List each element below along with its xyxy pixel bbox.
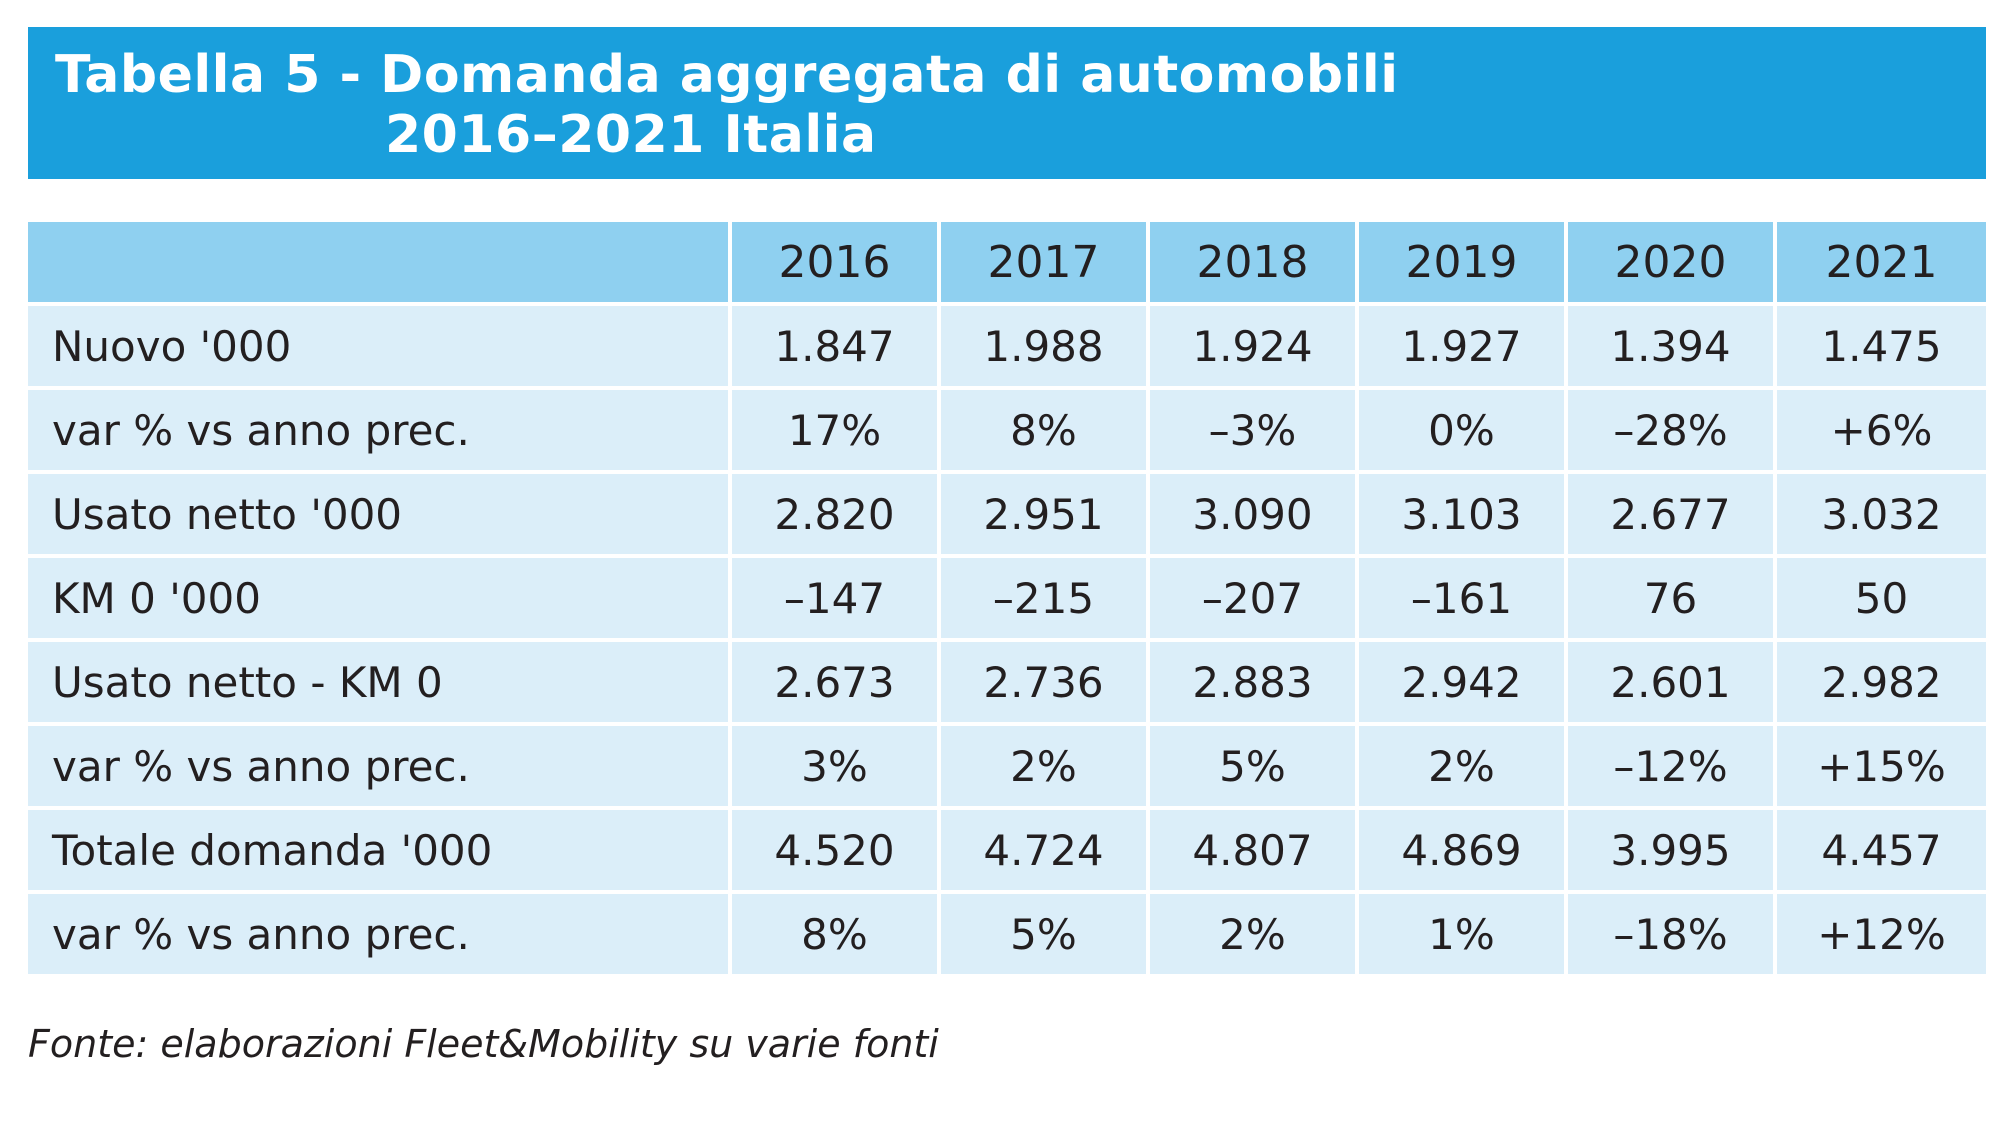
table-cell: 3% bbox=[732, 726, 941, 810]
table-cell: 4.807 bbox=[1150, 810, 1359, 894]
table-cell: +15% bbox=[1777, 726, 1986, 810]
table-cell: –161 bbox=[1359, 558, 1568, 642]
table-title-line-2: 2016–2021 Italia bbox=[385, 105, 877, 165]
source-note: Fonte: elaborazioni Fleet&Mobility su va… bbox=[28, 1022, 939, 1066]
row-label: var % vs anno prec. bbox=[28, 390, 732, 474]
table-cell: 50 bbox=[1777, 558, 1986, 642]
table-cell: 2.951 bbox=[941, 474, 1150, 558]
table-cell: –28% bbox=[1568, 390, 1777, 474]
year-header-2019: 2019 bbox=[1359, 222, 1568, 306]
table-cell: 1.394 bbox=[1568, 306, 1777, 390]
table-cell: 0% bbox=[1359, 390, 1568, 474]
table-cell: 2.736 bbox=[941, 642, 1150, 726]
table-cell: 2.677 bbox=[1568, 474, 1777, 558]
table-cell: 4.457 bbox=[1777, 810, 1986, 894]
table-cell: 2.601 bbox=[1568, 642, 1777, 726]
header-row: 2016 2017 2018 2019 2020 2021 bbox=[28, 222, 1986, 306]
table-cell: 1.924 bbox=[1150, 306, 1359, 390]
table-cell: 76 bbox=[1568, 558, 1777, 642]
year-header-2021: 2021 bbox=[1777, 222, 1986, 306]
table-cell: 2% bbox=[1150, 894, 1359, 978]
row-label: KM 0 '000 bbox=[28, 558, 732, 642]
year-header-2016: 2016 bbox=[732, 222, 941, 306]
table-cell: 2% bbox=[1359, 726, 1568, 810]
row-label: Usato netto '000 bbox=[28, 474, 732, 558]
demand-table: 2016 2017 2018 2019 2020 2021 Nuovo '000… bbox=[28, 222, 1986, 978]
table-cell: 3.103 bbox=[1359, 474, 1568, 558]
table-cell: 2.942 bbox=[1359, 642, 1568, 726]
table-row-usato-netto: Usato netto '000 2.820 2.951 3.090 3.103… bbox=[28, 474, 1986, 558]
table-cell: –215 bbox=[941, 558, 1150, 642]
table-cell: 1.927 bbox=[1359, 306, 1568, 390]
table-cell: 4.869 bbox=[1359, 810, 1568, 894]
table-cell: 2.673 bbox=[732, 642, 941, 726]
table-row-nuovo: Nuovo '000 1.847 1.988 1.924 1.927 1.394… bbox=[28, 306, 1986, 390]
table-cell: 8% bbox=[732, 894, 941, 978]
table-cell: 1.475 bbox=[1777, 306, 1986, 390]
table-cell: –3% bbox=[1150, 390, 1359, 474]
table-cell: 4.724 bbox=[941, 810, 1150, 894]
table-cell: 3.995 bbox=[1568, 810, 1777, 894]
table-cell: +6% bbox=[1777, 390, 1986, 474]
table-cell: 3.032 bbox=[1777, 474, 1986, 558]
table-cell: 17% bbox=[732, 390, 941, 474]
header-corner-cell bbox=[28, 222, 732, 306]
table-cell: 1.988 bbox=[941, 306, 1150, 390]
table-row-var-nuovo: var % vs anno prec. 17% 8% –3% 0% –28% +… bbox=[28, 390, 1986, 474]
table-row-var-usato: var % vs anno prec. 3% 2% 5% 2% –12% +15… bbox=[28, 726, 1986, 810]
row-label: Usato netto - KM 0 bbox=[28, 642, 732, 726]
table-cell: 2% bbox=[941, 726, 1150, 810]
table-cell: 2.982 bbox=[1777, 642, 1986, 726]
year-header-2017: 2017 bbox=[941, 222, 1150, 306]
table-cell: 2.883 bbox=[1150, 642, 1359, 726]
row-label: var % vs anno prec. bbox=[28, 726, 732, 810]
table-cell: –12% bbox=[1568, 726, 1777, 810]
table-cell: 5% bbox=[1150, 726, 1359, 810]
table-cell: 3.090 bbox=[1150, 474, 1359, 558]
table-cell: 8% bbox=[941, 390, 1150, 474]
title-banner: Tabella 5 - Domanda aggregata di automob… bbox=[28, 27, 1986, 179]
table-cell: –18% bbox=[1568, 894, 1777, 978]
table-cell: –207 bbox=[1150, 558, 1359, 642]
table-row-totale-domanda: Totale domanda '000 4.520 4.724 4.807 4.… bbox=[28, 810, 1986, 894]
table-title-line-1: Tabella 5 - Domanda aggregata di automob… bbox=[55, 45, 1399, 105]
table-cell: 5% bbox=[941, 894, 1150, 978]
row-label: Nuovo '000 bbox=[28, 306, 732, 390]
row-label: Totale domanda '000 bbox=[28, 810, 732, 894]
table-row-var-totale: var % vs anno prec. 8% 5% 2% 1% –18% +12… bbox=[28, 894, 1986, 978]
table-cell: 2.820 bbox=[732, 474, 941, 558]
table-cell: 1% bbox=[1359, 894, 1568, 978]
table-cell: 1.847 bbox=[732, 306, 941, 390]
year-header-2020: 2020 bbox=[1568, 222, 1777, 306]
table-cell: 4.520 bbox=[732, 810, 941, 894]
table-cell: –147 bbox=[732, 558, 941, 642]
row-label: var % vs anno prec. bbox=[28, 894, 732, 978]
table-row-km0: KM 0 '000 –147 –215 –207 –161 76 50 bbox=[28, 558, 1986, 642]
table-row-usato-netto-km0: Usato netto - KM 0 2.673 2.736 2.883 2.9… bbox=[28, 642, 1986, 726]
table-cell: +12% bbox=[1777, 894, 1986, 978]
year-header-2018: 2018 bbox=[1150, 222, 1359, 306]
